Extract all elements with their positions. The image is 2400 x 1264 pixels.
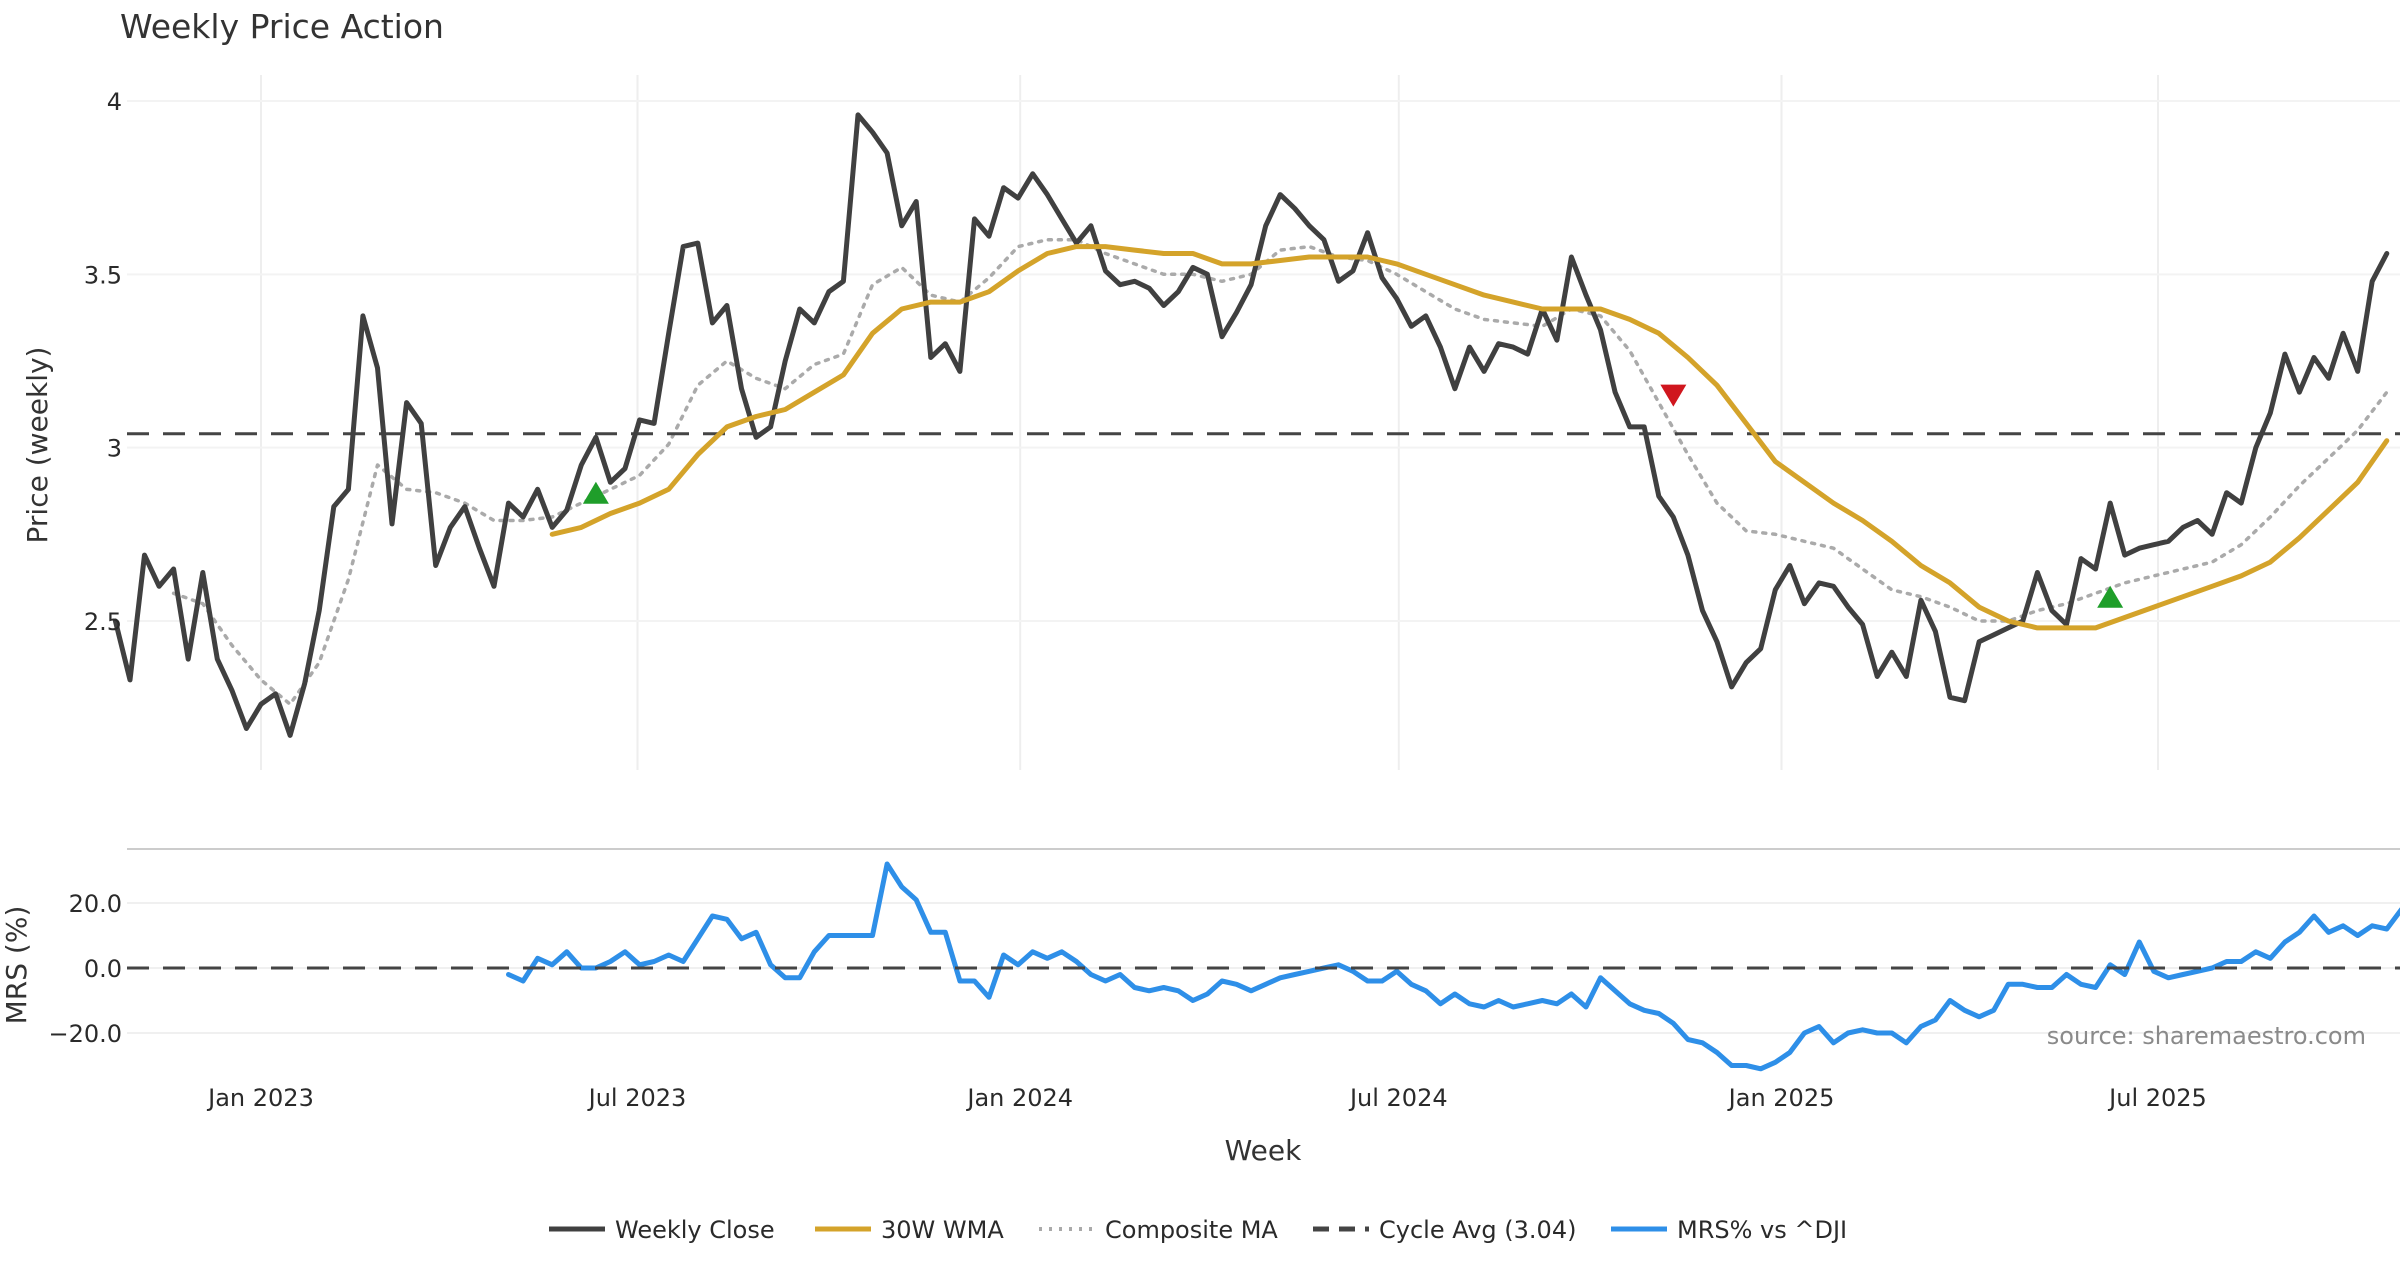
price-y-tick-label: 3 — [107, 435, 122, 463]
price-y-tick-label: 4 — [107, 88, 122, 116]
composite-ma-line — [174, 240, 2387, 705]
mrs-y-tick-label: 20.0 — [69, 890, 122, 918]
legend-label: Cycle Avg (3.04) — [1379, 1216, 1576, 1244]
30w-wma-line — [552, 247, 2387, 628]
legend-item-weekly-close: Weekly Close — [549, 1216, 775, 1244]
price-y-tick-label: 2.5 — [84, 608, 122, 636]
legend-label: Weekly Close — [615, 1216, 775, 1244]
legend-item-cycle-avg-3-04: Cycle Avg (3.04) — [1313, 1216, 1576, 1244]
weekly-close-line — [115, 115, 2386, 736]
legend-label: Composite MA — [1105, 1216, 1278, 1244]
price-gridlines — [127, 75, 2400, 770]
x-tick-label: Jul 2023 — [587, 1084, 687, 1112]
legend-label: 30W WMA — [881, 1216, 1004, 1244]
x-tick-label: Jan 2024 — [965, 1084, 1073, 1112]
legend-label: MRS% vs ^DJI — [1677, 1216, 1847, 1244]
price-y-ticks: 2.5 3 3.5 4 — [84, 88, 122, 636]
signal-markers — [583, 385, 2123, 608]
legend-item-30w-wma: 30W WMA — [815, 1216, 1004, 1244]
buy-signal-marker — [2097, 586, 2123, 608]
chart-title: Weekly Price Action — [120, 7, 444, 46]
price-y-axis-label: Price (weekly) — [21, 347, 54, 544]
x-tick-label: Jan 2023 — [206, 1084, 314, 1112]
x-tick-label: Jul 2025 — [2107, 1084, 2207, 1112]
mrs-y-tick-label: −20.0 — [48, 1020, 122, 1048]
price-series-group — [115, 115, 2400, 736]
mrs-y-ticks: 20.0 0.0 −20.0 — [48, 890, 122, 1048]
legend-item-mrs-vs-dji: MRS% vs ^DJI — [1611, 1216, 1847, 1244]
price-y-tick-label: 3.5 — [84, 261, 122, 289]
mrs-y-axis-label: MRS (%) — [0, 906, 33, 1025]
x-tick-label: Jan 2025 — [1727, 1084, 1835, 1112]
source-note: source: sharemaestro.com — [2047, 1022, 2366, 1050]
legend: Weekly Close 30W WMA Composite MA Cycle Avg… — [549, 1216, 1847, 1244]
mrs-y-tick-label: 0.0 — [84, 955, 122, 983]
x-axis-label: Week — [1225, 1134, 1302, 1167]
sell-signal-marker — [1660, 385, 1686, 407]
x-tick-label: Jul 2024 — [1348, 1084, 1448, 1112]
x-ticks: Jan 2023 Jul 2023 Jan 2024 Jul 2024 Jan 2025… — [206, 1084, 2207, 1112]
legend-item-composite-ma: Composite MA — [1039, 1216, 1278, 1244]
